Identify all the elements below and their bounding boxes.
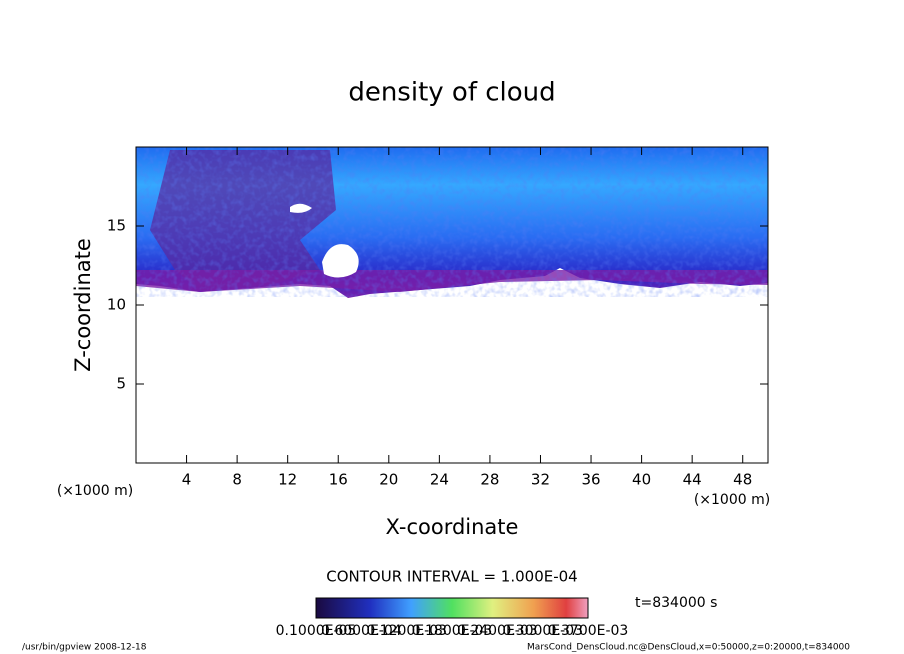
footer-left: /usr/bin/gpview 2008-12-18 [22,643,147,653]
y-tick-label: 5 [116,375,126,393]
chart-title: density of cloud [348,78,555,108]
y-tick-label: 10 [107,296,126,314]
x-tick-label: 12 [278,471,297,489]
y-axis-label: Z-coordinate [71,238,95,372]
x-unit: (×1000 m) [694,492,770,508]
x-axis-label: X-coordinate [386,515,519,539]
contour-interval: CONTOUR INTERVAL = 1.000E-04 [326,568,577,586]
cloud-field [136,147,768,298]
colorbar [315,597,589,619]
x-tick-label: 32 [531,471,550,489]
x-tick-label: 28 [480,471,499,489]
x-tick-label: 44 [683,471,702,489]
x-tick-label: 48 [733,471,752,489]
x-tick-label: 36 [581,471,600,489]
x-tick-label: 24 [430,471,449,489]
footer-right: MarsCond_DensCloud.nc@DensCloud,x=0:5000… [527,643,850,653]
colorbar-label: 0.2400E-03 [457,623,538,639]
x-tick-label: 8 [232,471,242,489]
x-tick-label: 20 [379,471,398,489]
y-unit: (×1000 m) [57,483,133,499]
colorbar-label: 0.3700E-03 [548,623,629,639]
colorbar-label: 0.1000E-05 [276,623,357,639]
colorbar-label: 0.6000E-04 [321,623,402,639]
time-label: t=834000 s [635,595,717,611]
x-tick-label: 16 [329,471,348,489]
colorbar-label: 0.1200E-03 [366,623,447,639]
y-tick-label: 15 [107,217,126,235]
colorbar-label: 0.3000E-03 [502,623,583,639]
x-tick-label: 40 [632,471,651,489]
x-tick-label: 4 [182,471,192,489]
colorbar-label: 0.1800E-03 [412,623,493,639]
